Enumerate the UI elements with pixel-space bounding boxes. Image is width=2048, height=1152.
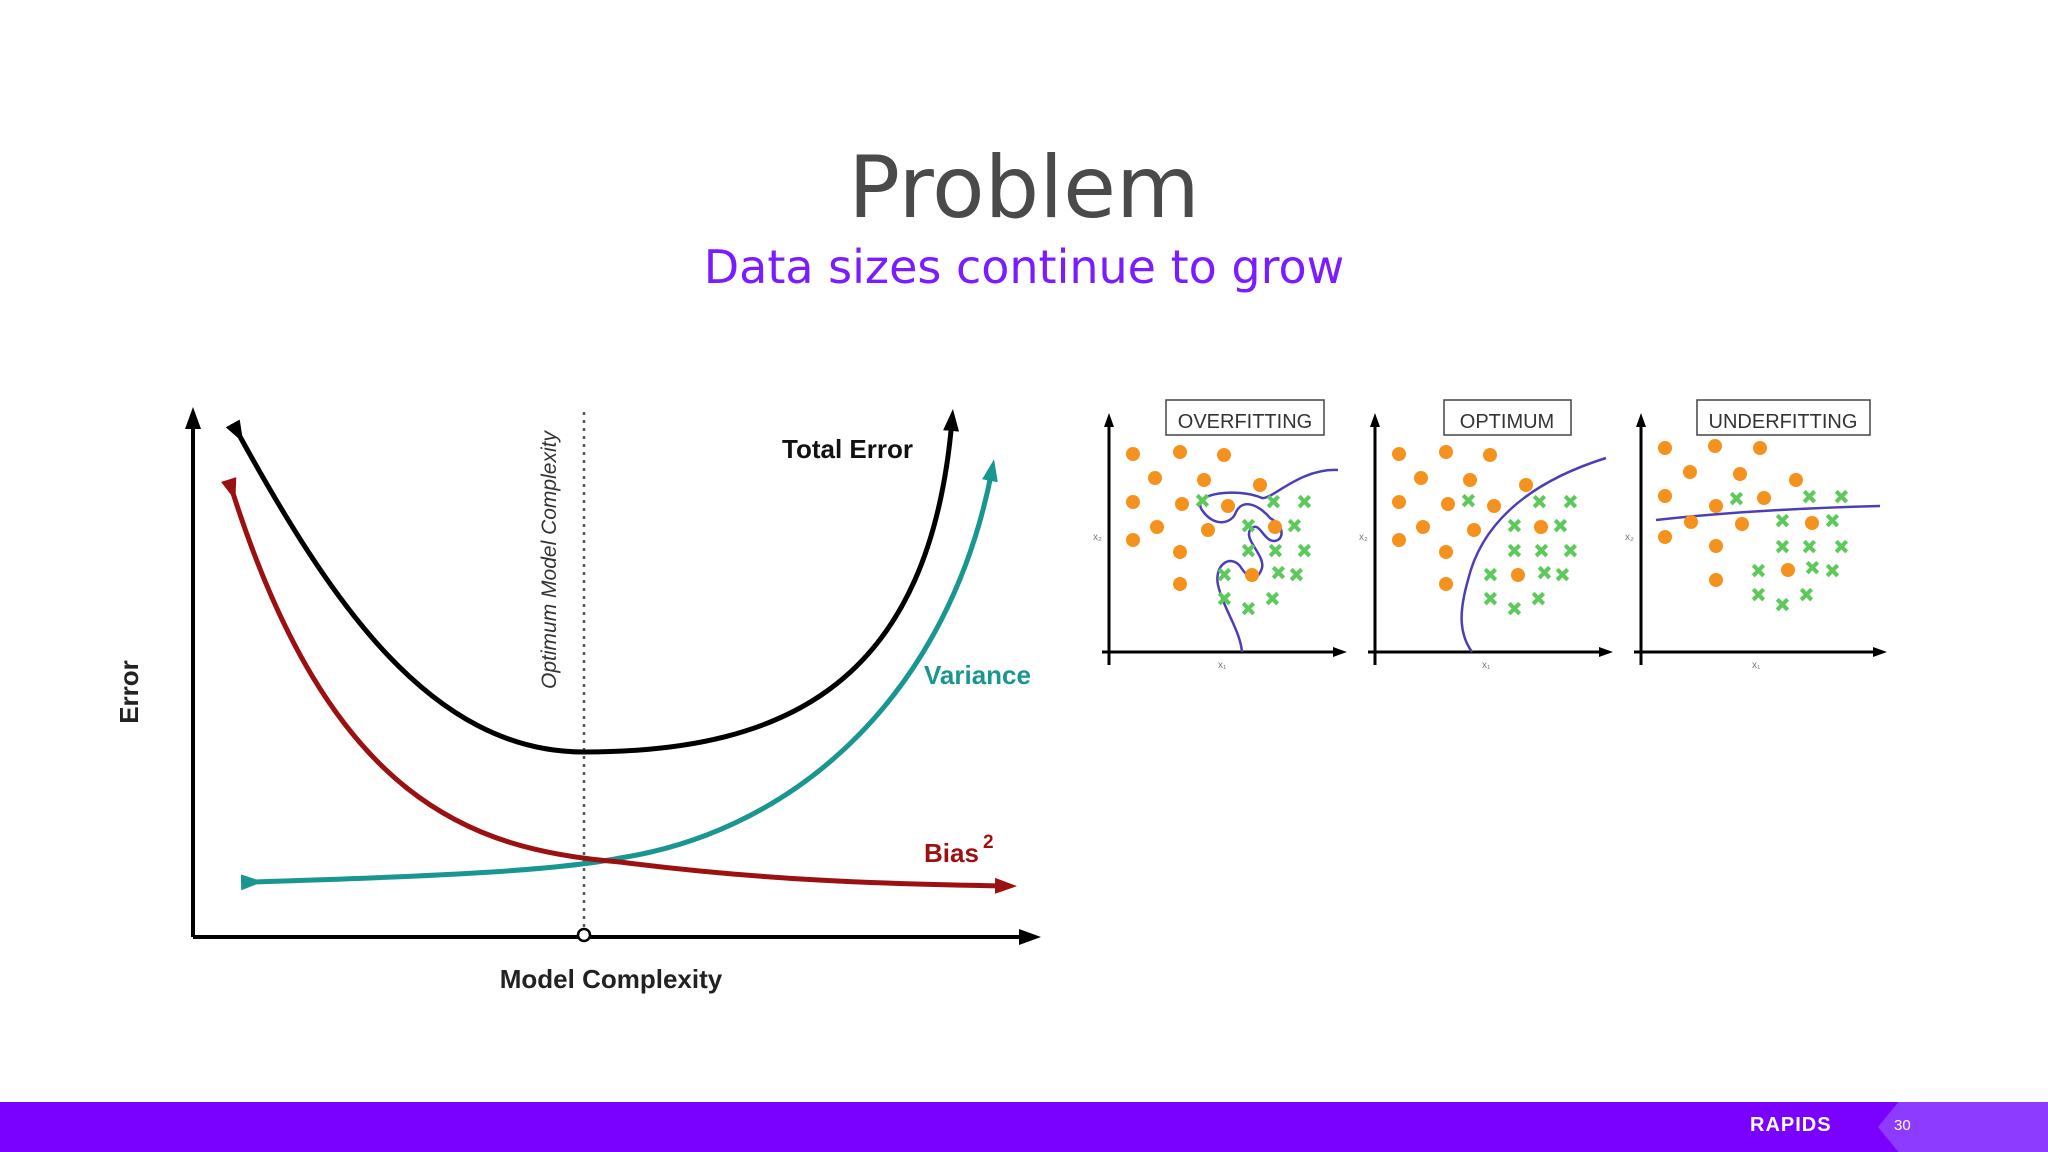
optimum-point bbox=[576, 927, 592, 943]
svg-text:×: × bbox=[1752, 558, 1765, 583]
svg-text:×: × bbox=[1196, 488, 1209, 513]
svg-text:×: × bbox=[1242, 538, 1255, 563]
svg-text:×: × bbox=[1272, 560, 1285, 585]
underfitting-boundary bbox=[1655, 504, 1881, 522]
bias-curve bbox=[221, 477, 1017, 894]
total-error-label: Total Error bbox=[782, 434, 913, 464]
y-axis-label: Error bbox=[114, 660, 144, 724]
svg-text:×: × bbox=[1462, 488, 1475, 513]
svg-text:×: × bbox=[1800, 582, 1813, 607]
svg-text:×: × bbox=[1269, 538, 1282, 563]
bias-superscript: 2 bbox=[983, 832, 994, 853]
panel-label-optimum: OPTIMUM bbox=[1460, 411, 1554, 433]
svg-text:×: × bbox=[1752, 582, 1765, 607]
svg-text:×: × bbox=[1484, 586, 1497, 611]
panel-label-overfitting: OVERFITTING bbox=[1178, 411, 1312, 433]
svg-text:×: × bbox=[1826, 508, 1839, 533]
panel-y-axis-label: x₂ bbox=[1093, 532, 1102, 543]
slide-title: Problem bbox=[848, 138, 1200, 238]
panel-y-axis-label: x₂ bbox=[1359, 532, 1368, 543]
svg-text:×: × bbox=[1835, 484, 1848, 509]
svg-text:×: × bbox=[1298, 489, 1311, 514]
svg-text:×: × bbox=[1806, 555, 1819, 580]
svg-text:×: × bbox=[1266, 586, 1279, 611]
panel-x-axis-label: x₁ bbox=[1482, 660, 1491, 671]
panel-label-underfitting: UNDERFITTING bbox=[1709, 411, 1858, 433]
svg-text:×: × bbox=[1242, 513, 1255, 538]
svg-text:×: × bbox=[1508, 513, 1521, 538]
panel-y-axis-label: x₂ bbox=[1625, 532, 1634, 543]
svg-text:×: × bbox=[1564, 489, 1577, 514]
svg-text:×: × bbox=[1776, 534, 1789, 559]
class-b-points: × × × × × × × × × ×× × × × × × × × × × × × × ×× × × × × ×… bbox=[1195, 483, 1849, 623]
panel-label-box-overfitting bbox=[1165, 399, 1325, 436]
svg-text:×: × bbox=[1508, 538, 1521, 563]
footer-page-tab bbox=[1878, 1102, 2048, 1152]
svg-text:×: × bbox=[1288, 513, 1301, 538]
page-number: 30 bbox=[1894, 1117, 1911, 1134]
svg-text:×: × bbox=[1218, 562, 1231, 587]
panel-axes bbox=[1102, 413, 1887, 665]
svg-text:×: × bbox=[1803, 484, 1816, 509]
svg-text:×: × bbox=[1835, 534, 1848, 559]
svg-text:×: × bbox=[1298, 538, 1311, 563]
svg-text:×: × bbox=[1508, 596, 1521, 621]
optimum-label: Optimum Model Complexity bbox=[538, 430, 561, 689]
svg-text:×: × bbox=[1535, 538, 1548, 563]
svg-text:×: × bbox=[1484, 562, 1497, 587]
svg-text:×: × bbox=[1776, 508, 1789, 533]
variance-curve bbox=[240, 459, 998, 891]
overfitting-boundary bbox=[1198, 468, 1339, 653]
svg-text:×: × bbox=[1776, 592, 1789, 617]
svg-text:×: × bbox=[1826, 558, 1839, 583]
svg-text:×: × bbox=[1532, 586, 1545, 611]
panel-x-axis-label: x₁ bbox=[1752, 660, 1761, 671]
svg-text:×: × bbox=[1538, 560, 1551, 585]
svg-text:×: × bbox=[1564, 538, 1577, 563]
slide-subtitle: Data sizes continue to grow bbox=[703, 240, 1345, 294]
bias-variance-diagram: Error Model Complexity Optimum Model Com… bbox=[114, 399, 1887, 994]
rapids-logo: RAPIDS bbox=[1750, 1114, 1832, 1136]
class-a-points bbox=[1126, 439, 1819, 591]
svg-text:×: × bbox=[1730, 486, 1743, 511]
svg-text:×: × bbox=[1267, 489, 1280, 514]
svg-text:×: × bbox=[1803, 534, 1816, 559]
optimum-boundary bbox=[1460, 456, 1607, 653]
total-error-curve bbox=[225, 409, 960, 755]
svg-text:×: × bbox=[1290, 562, 1303, 587]
svg-text:×: × bbox=[1533, 489, 1546, 514]
svg-text:×: × bbox=[1556, 562, 1569, 587]
panel-x-axis-label: x₁ bbox=[1218, 660, 1227, 671]
bias-label: Bias bbox=[924, 838, 979, 868]
panel-label-box-underfitting bbox=[1696, 399, 1871, 436]
variance-label: Variance bbox=[924, 660, 1031, 690]
svg-text:×: × bbox=[1554, 513, 1567, 538]
svg-text:×: × bbox=[1218, 586, 1231, 611]
svg-text:×: × bbox=[1242, 596, 1255, 621]
x-axis-label: Model Complexity bbox=[500, 964, 723, 994]
panel-label-box-optimum bbox=[1443, 399, 1572, 436]
footer-bar bbox=[0, 1102, 2048, 1152]
